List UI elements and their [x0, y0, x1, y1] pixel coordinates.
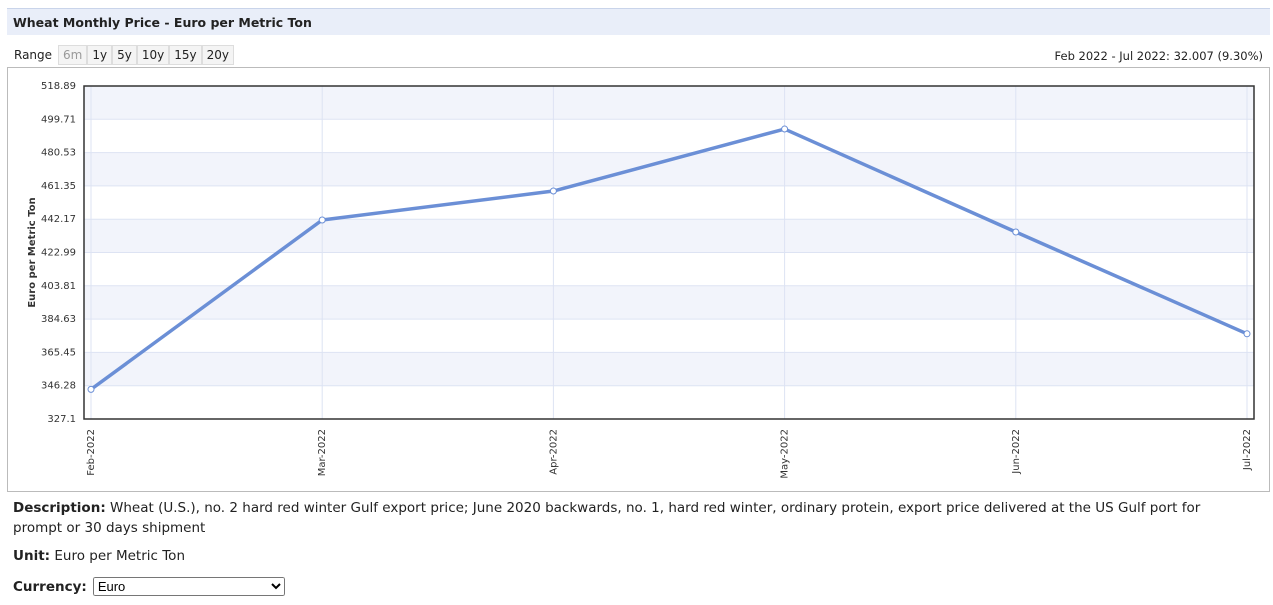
currency-label: Currency: [13, 579, 87, 595]
range-button[interactable]: 6m [58, 45, 88, 65]
y-tick-label: 384.63 [41, 314, 76, 325]
currency: Currency: Euro [13, 577, 285, 596]
x-tick-label: Apr-2022 [548, 429, 559, 475]
y-tick-label: 365.45 [41, 347, 76, 358]
range-button[interactable]: 15y [169, 45, 202, 65]
x-tick-label: Mar-2022 [317, 429, 328, 476]
y-tick-label: 346.28 [41, 381, 76, 392]
data-point [549, 187, 557, 195]
currency-select[interactable]: Euro [92, 577, 285, 596]
chart: 327.1 346.28 365.45 384.63 403.81 422.99 442.1… [7, 67, 1270, 492]
range-label: Range [14, 48, 53, 62]
y-tick-label: 327.1 [47, 414, 76, 425]
plot-band [84, 152, 1254, 186]
plot-band [84, 219, 1254, 253]
series-line [89, 127, 1248, 391]
unit-label: Unit: [13, 548, 51, 564]
unit: Unit: Euro per Metric Ton [13, 548, 185, 564]
data-point [87, 385, 95, 393]
description-label: Description: [13, 500, 106, 516]
header-title: Wheat Monthly Price - Euro per Metric To… [7, 8, 1270, 35]
x-tick-label: May-2022 [780, 429, 791, 479]
unit-text: Euro per Metric Ton [54, 548, 185, 564]
y-tick-label: 442.17 [41, 214, 76, 225]
x-tick-label: Feb-2022 [86, 429, 97, 476]
y-tick-label: 480.53 [41, 148, 76, 159]
range-buttons: 6m 1y 5y 10y 15y 20y [58, 45, 234, 65]
plot-frame [83, 85, 1255, 420]
y-tick-label: 499.71 [41, 114, 76, 125]
data-point [1243, 330, 1251, 338]
y-tick-label: 518.89 [41, 81, 76, 92]
data-point [781, 125, 789, 133]
x-tick-label: Jun-2022 [1011, 429, 1022, 475]
description: Description: Wheat (U.S.), no. 2 hard re… [13, 498, 1213, 538]
range-bar: Range 6m 1y 5y 10y 15y 20y [14, 45, 234, 65]
data-point [1012, 228, 1020, 236]
y-tick-label: 461.35 [41, 181, 76, 192]
plot-band [84, 285, 1254, 320]
range-button[interactable]: 1y [87, 45, 113, 65]
x-tick-label: Jul-2022 [1242, 429, 1253, 471]
range-button[interactable]: 20y [201, 45, 234, 65]
change-summary: Feb 2022 - Jul 2022: 32.007 (9.30%) [1054, 49, 1263, 63]
y-axis-label: Euro per Metric Ton [27, 197, 38, 307]
plot-band [84, 352, 1254, 386]
data-point [318, 216, 326, 224]
y-tick-label: 422.99 [41, 248, 76, 259]
y-tick-label: 403.81 [41, 281, 76, 292]
range-button[interactable]: 10y [136, 45, 170, 65]
range-button[interactable]: 5y [112, 45, 137, 65]
plot-band [84, 86, 1254, 120]
description-text: Wheat (U.S.), no. 2 hard red winter Gulf… [13, 500, 1201, 536]
